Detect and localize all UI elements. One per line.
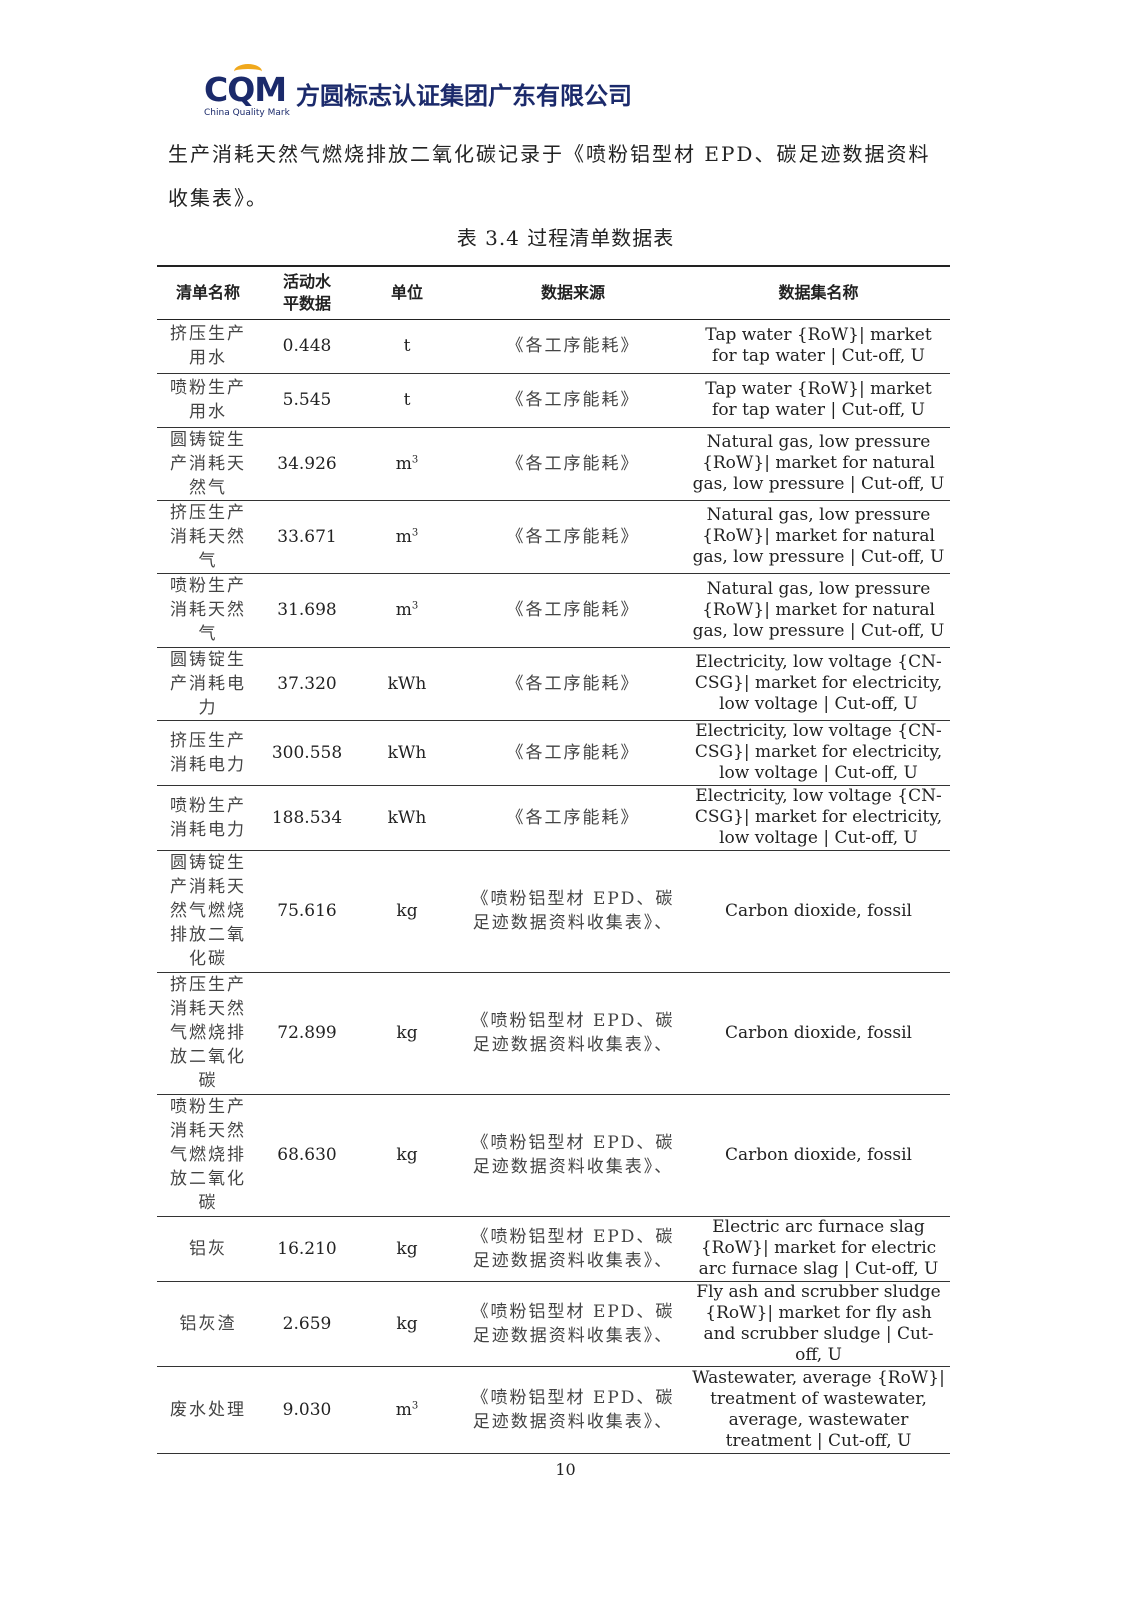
header-activity: 活动水平数据 [282,271,331,313]
cell-value: 33.671 [277,526,337,547]
cell-name: 圆铸锭生产消耗天然气 [170,429,246,498]
cell-source: 《各工序能耗》 [506,600,640,620]
cell-unit: m3 [395,453,419,474]
cell-value: 5.545 [282,390,332,410]
table-caption: 表 3.4 过程清单数据表 [456,226,675,250]
table-row: 废水处理 9.030 m3 《喷粉铝型材 EPD、碳足迹数据资料收集表》、 Wa… [157,1366,950,1453]
cell-dataset: Carbon dioxide, fossil [725,900,912,921]
cell-value: 16.210 [277,1238,337,1259]
cell-name: 圆铸锭生产消耗天然气燃烧排放二氧化碳 [170,853,246,969]
table-header-row: 清单名称 活动水平数据 单位 数据来源 数据集名称 [157,266,950,319]
cell-value: 72.899 [277,1023,337,1043]
table-row: 喷粉生产用水 5.545 t 《各工序能耗》 Tap water {RoW}| … [157,373,950,427]
cell-value: 75.616 [277,901,337,921]
cell-source: 《各工序能耗》 [506,526,640,547]
table-row: 喷粉生产消耗天然气 31.698 m3 《各工序能耗》 Natural gas,… [157,573,950,647]
header-unit: 单位 [390,282,423,302]
cell-name: 铝灰渣 [179,1313,237,1334]
cell-unit: kg [396,1238,418,1259]
page-number: 10 [555,1460,576,1479]
cell-name: 圆铸锭生产消耗电力 [170,649,246,718]
logo-arc-icon [234,64,262,79]
table-row: 喷粉生产消耗天然气燃烧排放二氧化碳 68.630 kg 《喷粉铝型材 EPD、碳… [157,1094,950,1216]
cell-value: 188.534 [271,807,343,828]
cell-unit: m3 [395,600,419,620]
cell-value: 34.926 [277,453,337,474]
cell-dataset: Natural gas, low pressure {RoW}| market … [692,505,945,567]
company-name: 方圆标志认证集团广东有限公司 [296,82,632,110]
table-row: 挤压生产消耗电力 300.558 kWh 《各工序能耗》 Electricity… [157,720,950,785]
body-paragraph: 生产消耗天然气燃烧排放二氧化碳记录于《喷粉铝型材 EPD、碳足迹数据资料收集表》… [168,142,931,210]
cell-name: 挤压生产用水 [170,324,246,368]
cell-source: 《各工序能耗》 [506,336,640,356]
cell-dataset: Electricity, low voltage {CN-CSG}| marke… [694,786,943,848]
cell-value: 31.698 [277,600,337,620]
cell-name: 铝灰 [189,1238,227,1259]
table-row: 圆铸锭生产消耗电力 37.320 kWh 《各工序能耗》 Electricity… [157,647,950,720]
cell-dataset: Carbon dioxide, fossil [725,1144,912,1165]
process-inventory-table: 清单名称 活动水平数据 单位 数据来源 数据集名称 挤压生产用水 0.448 t… [157,265,950,1454]
cell-source: 《喷粉铝型材 EPD、碳足迹数据资料收集表》、 [471,1301,675,1346]
cell-dataset: Electricity, low voltage {CN-CSG}| marke… [694,652,943,714]
cell-dataset: Electricity, low voltage {CN-CSG}| marke… [694,721,943,783]
header-source: 数据来源 [540,282,605,302]
cell-source: 《喷粉铝型材 EPD、碳足迹数据资料收集表》、 [471,1387,675,1432]
table-row: 挤压生产消耗天然气 33.671 m3 《各工序能耗》 Natural gas,… [157,500,950,573]
cell-source: 《喷粉铝型材 EPD、碳足迹数据资料收集表》、 [471,889,675,933]
table-row: 挤压生产用水 0.448 t 《各工序能耗》 Tap water {RoW}| … [157,319,950,373]
cell-source: 《各工序能耗》 [506,390,640,410]
table-row: 铝灰 16.210 kg 《喷粉铝型材 EPD、碳足迹数据资料收集表》、 Ele… [157,1216,950,1281]
cell-unit: kWh [387,673,427,694]
cell-unit: kg [396,901,418,921]
cell-name: 挤压生产消耗天然气 [170,502,246,571]
cell-name: 喷粉生产消耗电力 [170,795,246,840]
header-name: 清单名称 [175,282,240,302]
cell-value: 9.030 [282,1399,332,1420]
cell-dataset: Tap water {RoW}| market for tap water | … [705,379,932,420]
cell-source: 《各工序能耗》 [506,807,640,828]
cell-unit: m3 [395,1399,419,1420]
cell-value: 0.448 [282,336,332,356]
cell-name: 喷粉生产用水 [170,378,246,422]
cell-unit: t [403,390,411,410]
cell-source: 《喷粉铝型材 EPD、碳足迹数据资料收集表》、 [471,1011,675,1055]
cell-dataset: Fly ash and scrubber sludge {RoW}| marke… [696,1281,941,1365]
logo-mark: CQM [204,70,287,109]
table-row: 喷粉生产消耗电力 188.534 kWh 《各工序能耗》 Electricity… [157,785,950,850]
cell-source: 《各工序能耗》 [506,453,640,474]
cell-name: 喷粉生产消耗天然气 [170,576,246,644]
cell-name: 挤压生产消耗电力 [170,730,246,775]
cell-source: 《各工序能耗》 [506,673,640,694]
cell-unit: m3 [395,526,419,547]
cell-value: 300.558 [271,742,343,763]
cell-unit: kg [396,1145,418,1165]
cell-unit: t [403,336,411,356]
cell-dataset: Natural gas, low pressure {RoW}| market … [692,432,945,494]
logo-subtitle: China Quality Mark [204,108,290,118]
table-row: 圆铸锭生产消耗天然气 34.926 m3 《各工序能耗》 Natural gas… [157,427,950,500]
cell-source: 《喷粉铝型材 EPD、碳足迹数据资料收集表》、 [471,1133,675,1177]
table-row: 铝灰渣 2.659 kg 《喷粉铝型材 EPD、碳足迹数据资料收集表》、 Fly… [157,1281,950,1366]
cell-source: 《各工序能耗》 [506,742,640,763]
header-dataset: 数据集名称 [778,282,859,302]
cell-value: 2.659 [282,1313,332,1334]
table-row: 挤压生产消耗天然气燃烧排放二氧化碳 72.899 kg 《喷粉铝型材 EPD、碳… [157,972,950,1094]
cell-unit: kWh [387,807,427,828]
cell-unit: kWh [387,742,427,763]
cell-dataset: Carbon dioxide, fossil [725,1022,912,1043]
cell-name: 喷粉生产消耗天然气燃烧排放二氧化碳 [170,1097,246,1213]
cell-value: 68.630 [277,1145,337,1165]
cell-value: 37.320 [277,673,337,694]
cell-source: 《喷粉铝型材 EPD、碳足迹数据资料收集表》、 [471,1226,675,1271]
cell-dataset: Natural gas, low pressure {RoW}| market … [692,578,945,641]
cell-dataset: Wastewater, average {RoW}| treatment of … [692,1367,945,1451]
cell-name: 挤压生产消耗天然气燃烧排放二氧化碳 [170,975,246,1091]
cell-name: 废水处理 [170,1399,246,1420]
table-row: 圆铸锭生产消耗天然气燃烧排放二氧化碳 75.616 kg 《喷粉铝型材 EPD、… [157,850,950,972]
cell-dataset: Electric arc furnace slag {RoW}| market … [698,1217,939,1279]
cell-unit: kg [396,1023,418,1043]
cell-dataset: Tap water {RoW}| market for tap water | … [705,325,932,366]
cell-unit: kg [396,1313,418,1334]
